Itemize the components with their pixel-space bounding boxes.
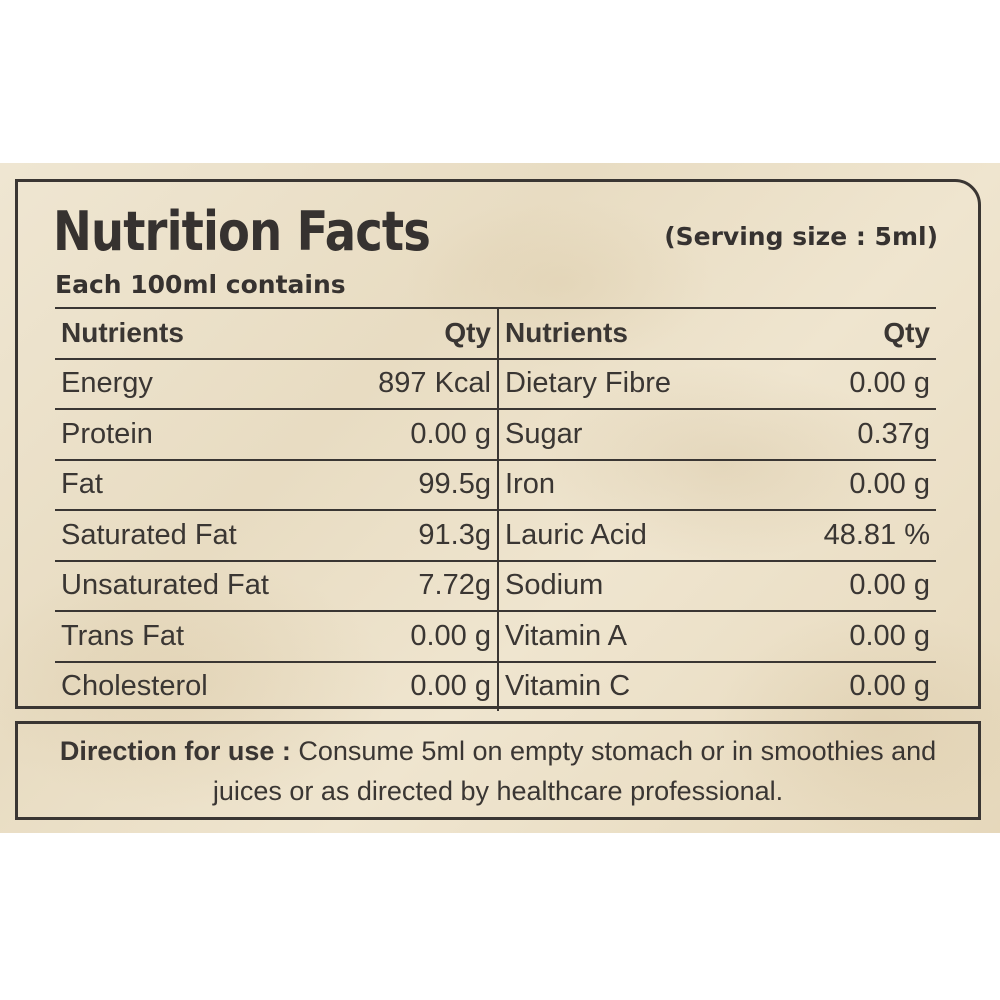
nutrient-qty: 0.00 g [294, 610, 499, 662]
nutrient-qty: 99.5g [294, 458, 499, 510]
nutrient-name: Protein [55, 408, 294, 460]
per-100ml-subtitle: Each 100ml contains [55, 270, 346, 299]
header-nutrients: Nutrients [498, 307, 745, 359]
direction-label: Direction for use : [59, 735, 291, 766]
table-row: Protein 0.00 g Sugar 0.37g [55, 408, 936, 460]
label-title: Nutrition Facts [53, 200, 431, 263]
nutrient-name: Fat [55, 458, 294, 510]
header-qty: Qty [745, 307, 936, 359]
table-row: Trans Fat 0.00 g Vitamin A 0.00 g [55, 610, 936, 662]
table-row: Fat 99.5g Iron 0.00 g [55, 458, 936, 510]
table-row: Cholesterol 0.00 g Vitamin C 0.00 g [55, 660, 936, 711]
nutrient-name: Energy [55, 357, 294, 409]
direction-for-use-box: Direction for use : Consume 5ml on empty… [15, 721, 981, 820]
nutrient-qty: 0.00 g [745, 660, 936, 711]
nutrient-qty: 0.00 g [294, 660, 499, 711]
nutrient-qty: 0.00 g [745, 357, 936, 409]
nutrient-name: Vitamin A [498, 610, 745, 662]
table-row: Saturated Fat 91.3g Lauric Acid 48.81 % [55, 509, 936, 561]
nutrient-qty: 0.00 g [745, 458, 936, 510]
nutrient-name: Sodium [498, 559, 745, 611]
nutrient-qty: 7.72g [294, 559, 499, 611]
table-header-row: Nutrients Qty Nutrients Qty [55, 307, 936, 359]
direction-for-use-text: Direction for use : Consume 5ml on empty… [58, 731, 938, 811]
nutrient-qty: 0.00 g [294, 408, 499, 460]
nutrient-name: Iron [498, 458, 745, 510]
nutrient-qty: 91.3g [294, 509, 499, 561]
direction-body: Consume 5ml on empty stomach or in smoot… [212, 735, 937, 806]
nutrient-qty: 897 Kcal [294, 357, 499, 409]
nutrient-qty: 0.37g [745, 408, 936, 460]
table-row: Energy 897 Kcal Dietary Fibre 0.00 g [55, 357, 936, 409]
nutrient-name: Unsaturated Fat [55, 559, 294, 611]
header-qty: Qty [294, 307, 499, 359]
nutrient-qty: 48.81 % [745, 509, 936, 561]
nutrient-name: Vitamin C [498, 660, 745, 711]
nutrient-name: Saturated Fat [55, 509, 294, 561]
nutrient-name: Dietary Fibre [498, 357, 745, 409]
serving-size: (Serving size : 5ml) [664, 222, 938, 251]
table-row: Unsaturated Fat 7.72g Sodium 0.00 g [55, 559, 936, 611]
nutrient-qty: 0.00 g [745, 559, 936, 611]
nutrition-table: Nutrients Qty Nutrients Qty Energy 897 K… [55, 307, 936, 711]
nutrient-name: Trans Fat [55, 610, 294, 662]
nutrient-name: Sugar [498, 408, 745, 460]
nutrient-qty: 0.00 g [745, 610, 936, 662]
nutrient-name: Cholesterol [55, 660, 294, 711]
header-nutrients: Nutrients [55, 307, 294, 359]
nutrient-name: Lauric Acid [498, 509, 745, 561]
